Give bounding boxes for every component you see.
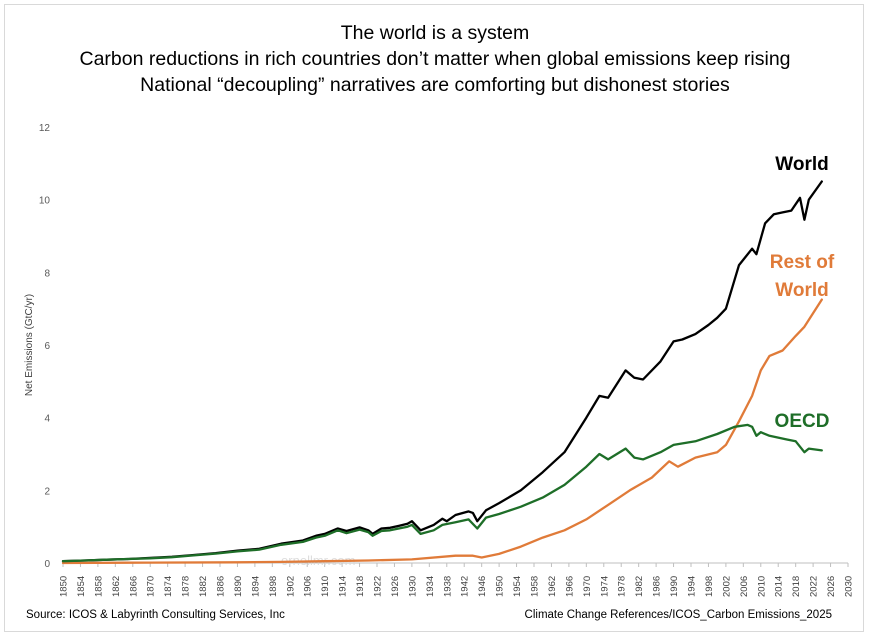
x-tick-label: 1990 (669, 576, 680, 597)
series-label-oecd: OECD (775, 411, 830, 432)
y-tick-label: 8 (44, 268, 50, 279)
x-tick-label: 1994 (687, 576, 698, 597)
x-tick-label: 1906 (303, 576, 314, 597)
x-tick-label: 1886 (216, 576, 227, 597)
x-tick-label: 1850 (59, 576, 70, 597)
x-tick-label: 1966 (564, 576, 575, 597)
title-line-2: Carbon reductions in rich countries don’… (79, 48, 791, 70)
x-tick-label: 1946 (477, 576, 488, 597)
x-tick-label: 1874 (163, 576, 174, 597)
x-tick-label: 1958 (530, 576, 541, 597)
x-tick-label: 1926 (390, 576, 401, 597)
reference-note: Climate Change References/ICOS_Carbon Em… (524, 609, 832, 621)
x-tick-label: 1982 (634, 576, 645, 597)
x-tick-label: 1854 (76, 576, 87, 597)
x-tick-label: 2014 (774, 576, 785, 597)
chart-frame (4, 4, 864, 632)
x-tick-label: 1986 (652, 576, 663, 597)
x-tick-label: 1978 (617, 576, 628, 597)
x-tick-label: 1950 (495, 576, 506, 597)
x-tick-label: 1918 (355, 576, 366, 597)
x-tick-label: 1866 (128, 576, 139, 597)
x-tick-label: 1922 (373, 576, 384, 597)
series-line-rest-of-world (61, 298, 823, 565)
x-tick-label: 1998 (704, 576, 715, 597)
chart-title: The world is a system Carbon reductions … (0, 20, 870, 98)
y-tick-label: 6 (44, 341, 50, 352)
x-tick-label: 1882 (198, 576, 209, 597)
x-tick-label: 1890 (233, 576, 244, 597)
x-tick-label: 2030 (844, 576, 855, 597)
y-axis-label: Net Emissions (GtC/yr) (24, 294, 35, 396)
series-label-world: World (775, 154, 828, 175)
x-tick-label: 1894 (250, 576, 261, 597)
x-tick-label: 1970 (582, 576, 593, 597)
x-tick-label: 1934 (425, 576, 436, 597)
x-tick-label: 1902 (285, 576, 296, 597)
source-note: Source: ICOS & Labyrinth Consulting Serv… (26, 609, 285, 621)
y-tick-label: 12 (39, 123, 51, 134)
series-label-rest-of-world: Rest of (770, 252, 835, 273)
y-tick-label: 2 (44, 486, 50, 497)
x-tick-label: 2006 (739, 576, 750, 597)
x-tick-label: 1910 (320, 576, 331, 597)
x-tick-label: 2002 (721, 576, 732, 597)
x-tick-label: 1974 (599, 576, 610, 597)
x-tick-label: 1938 (442, 576, 453, 597)
y-tick-label: 10 (39, 196, 51, 207)
x-tick-label: 1858 (93, 576, 104, 597)
x-tick-label: 1942 (460, 576, 471, 597)
x-tick-label: 2018 (791, 576, 802, 597)
x-tick-label: 2010 (756, 576, 767, 597)
x-tick-label: 1914 (338, 576, 349, 597)
series-label-rest-of-world: World (775, 280, 828, 301)
x-tick-label: 1930 (407, 576, 418, 597)
series-line-world (61, 180, 823, 563)
x-tick-label: 1870 (146, 576, 157, 597)
x-tick-label: 1898 (268, 576, 279, 597)
y-tick-label: 4 (44, 414, 50, 425)
x-tick-label: 1954 (512, 576, 523, 597)
y-tick-label: 0 (44, 559, 50, 570)
series-line-oecd (61, 423, 823, 563)
title-line-1: The world is a system (340, 22, 530, 44)
x-tick-label: 2026 (826, 576, 837, 597)
title-line-3: National “decoupling” narratives are com… (140, 74, 730, 96)
x-tick-label: 2022 (809, 576, 820, 597)
x-tick-label: 1962 (547, 576, 558, 597)
x-tick-label: 1862 (111, 576, 122, 597)
x-tick-label: 1878 (181, 576, 192, 597)
